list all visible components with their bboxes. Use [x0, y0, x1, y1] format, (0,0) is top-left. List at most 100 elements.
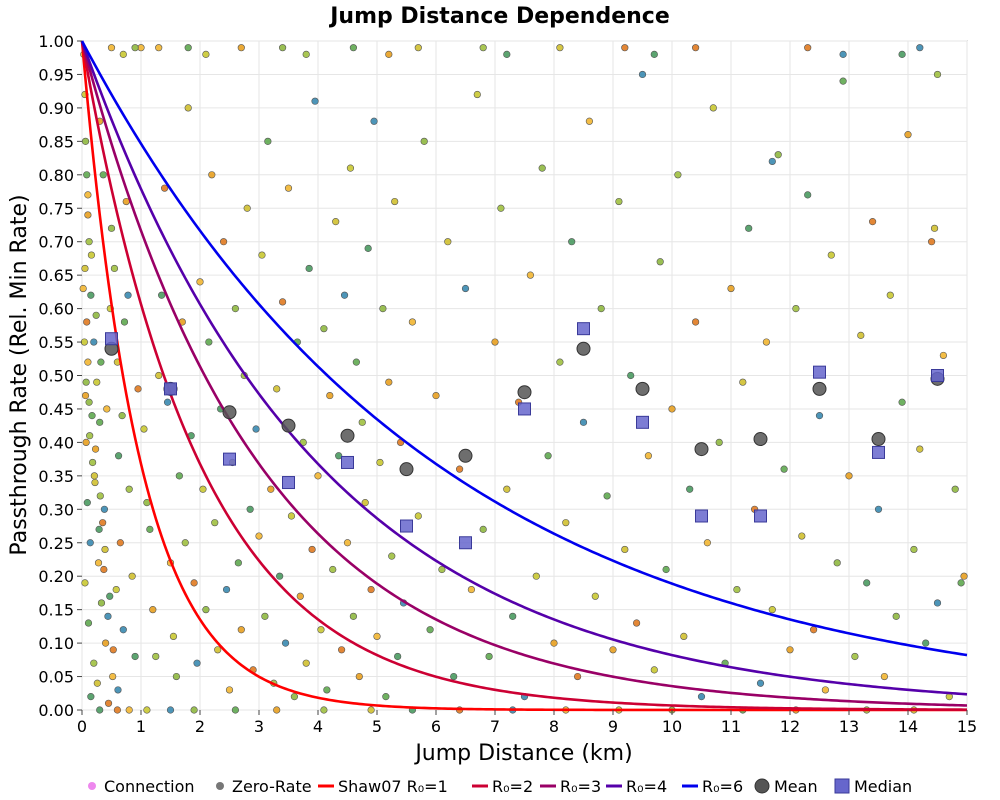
scatter-point [957, 579, 965, 587]
scatter-point [768, 157, 776, 166]
scatter-point [267, 485, 275, 493]
scatter-point [450, 672, 458, 681]
scatter-point [84, 211, 92, 219]
x-axis-ticks: 0 1 2 3 4 5 6 7 8 9 10 11 12 13 14 15 [77, 710, 977, 736]
scatter-point [939, 351, 948, 360]
scatter-point [169, 632, 178, 641]
scatter-point [149, 606, 157, 614]
legend-label: R₀=2 [492, 777, 533, 796]
y-tick-label: 0.40 [38, 433, 74, 452]
scatter-point [839, 77, 847, 85]
mean-marker [576, 341, 591, 356]
scatter-point [92, 311, 100, 319]
scatter-point [868, 218, 877, 226]
scatter-point [112, 585, 120, 594]
scatter-point [379, 305, 387, 313]
scatter-point [131, 652, 139, 661]
scatter-point [118, 412, 126, 420]
scatter-point [335, 452, 343, 460]
legend-label: Connection [104, 777, 195, 796]
x-tick-label: 3 [254, 717, 264, 736]
scatter-point [538, 164, 546, 172]
scatter-point [131, 44, 139, 52]
scatter-point [258, 251, 266, 259]
scatter-point [579, 418, 588, 426]
scatter-point [762, 338, 771, 346]
scatter-point [109, 672, 117, 681]
scatter-point [573, 672, 582, 681]
mean-marker [635, 381, 650, 396]
scatter-point [202, 606, 210, 614]
scatter-point [432, 391, 440, 400]
scatter-point [352, 358, 360, 366]
scatter-point [193, 659, 201, 667]
scatter-point [119, 626, 127, 634]
scatter-point [202, 50, 210, 58]
scatter-point [804, 191, 812, 199]
scatter-point [214, 646, 222, 654]
scatter-point [107, 44, 116, 52]
x-tick-label: 11 [721, 717, 741, 736]
scatter-point [880, 672, 889, 681]
chart-title: Jump Distance Dependence [328, 4, 670, 29]
legend-label: Shaw07 R₀=1 [338, 777, 448, 796]
mean-marker [281, 418, 296, 433]
scatter-point [361, 499, 369, 507]
y-tick-label: 0.15 [38, 601, 74, 620]
scatter-point [109, 646, 117, 654]
median-marker [400, 519, 413, 533]
scatter-point [349, 44, 358, 52]
scatter-point [739, 378, 747, 386]
scatter-point [155, 44, 163, 52]
scatter-point [86, 539, 94, 547]
scatter-point [84, 358, 92, 366]
scatter-point [103, 405, 111, 413]
scatter-point [237, 626, 245, 634]
median-marker [872, 445, 885, 459]
scatter-point [88, 412, 96, 420]
scatter-point [196, 278, 204, 286]
scatter-point [287, 512, 296, 520]
scatter-point [715, 438, 723, 447]
y-tick-label: 0.30 [38, 500, 74, 519]
scatter-point [503, 50, 511, 58]
scatter-point [320, 325, 328, 333]
scatter-point [703, 539, 712, 547]
median-marker [577, 322, 590, 336]
median-marker [341, 455, 354, 469]
scatter-point [125, 706, 133, 714]
scatter-point [774, 151, 782, 159]
scatter-point [650, 50, 658, 58]
y-tick-label: 0.70 [38, 233, 74, 252]
x-tick-label: 12 [780, 717, 800, 736]
scatter-point [792, 305, 800, 313]
scatter-point [927, 238, 936, 246]
scatter-point [851, 652, 859, 661]
scatter-point [100, 565, 108, 574]
scatter-point [140, 425, 148, 433]
scatter-point [152, 652, 160, 661]
scatter-point [394, 652, 402, 661]
mean-marker [694, 442, 709, 457]
legend-label: R₀=3 [560, 777, 601, 796]
y-tick-label: 0.00 [38, 701, 74, 720]
scatter-point [497, 204, 505, 212]
scatter-point [252, 425, 260, 433]
legend-label: R₀=6 [702, 777, 743, 796]
scatter-point [279, 44, 287, 52]
scatter-point [745, 224, 753, 232]
scatter-point [190, 706, 198, 714]
scatter-point [438, 565, 446, 574]
scatter-point [104, 612, 112, 620]
scatter-point [161, 184, 169, 192]
scatter-point [323, 686, 331, 694]
scatter-point [261, 612, 269, 620]
scatter-point [922, 639, 930, 647]
scatter-point [544, 452, 552, 460]
scatter-point [87, 291, 95, 299]
scatter-point [81, 137, 90, 145]
scatter-point [376, 458, 384, 467]
scatter-point [84, 191, 92, 199]
x-tick-label: 5 [372, 717, 382, 736]
